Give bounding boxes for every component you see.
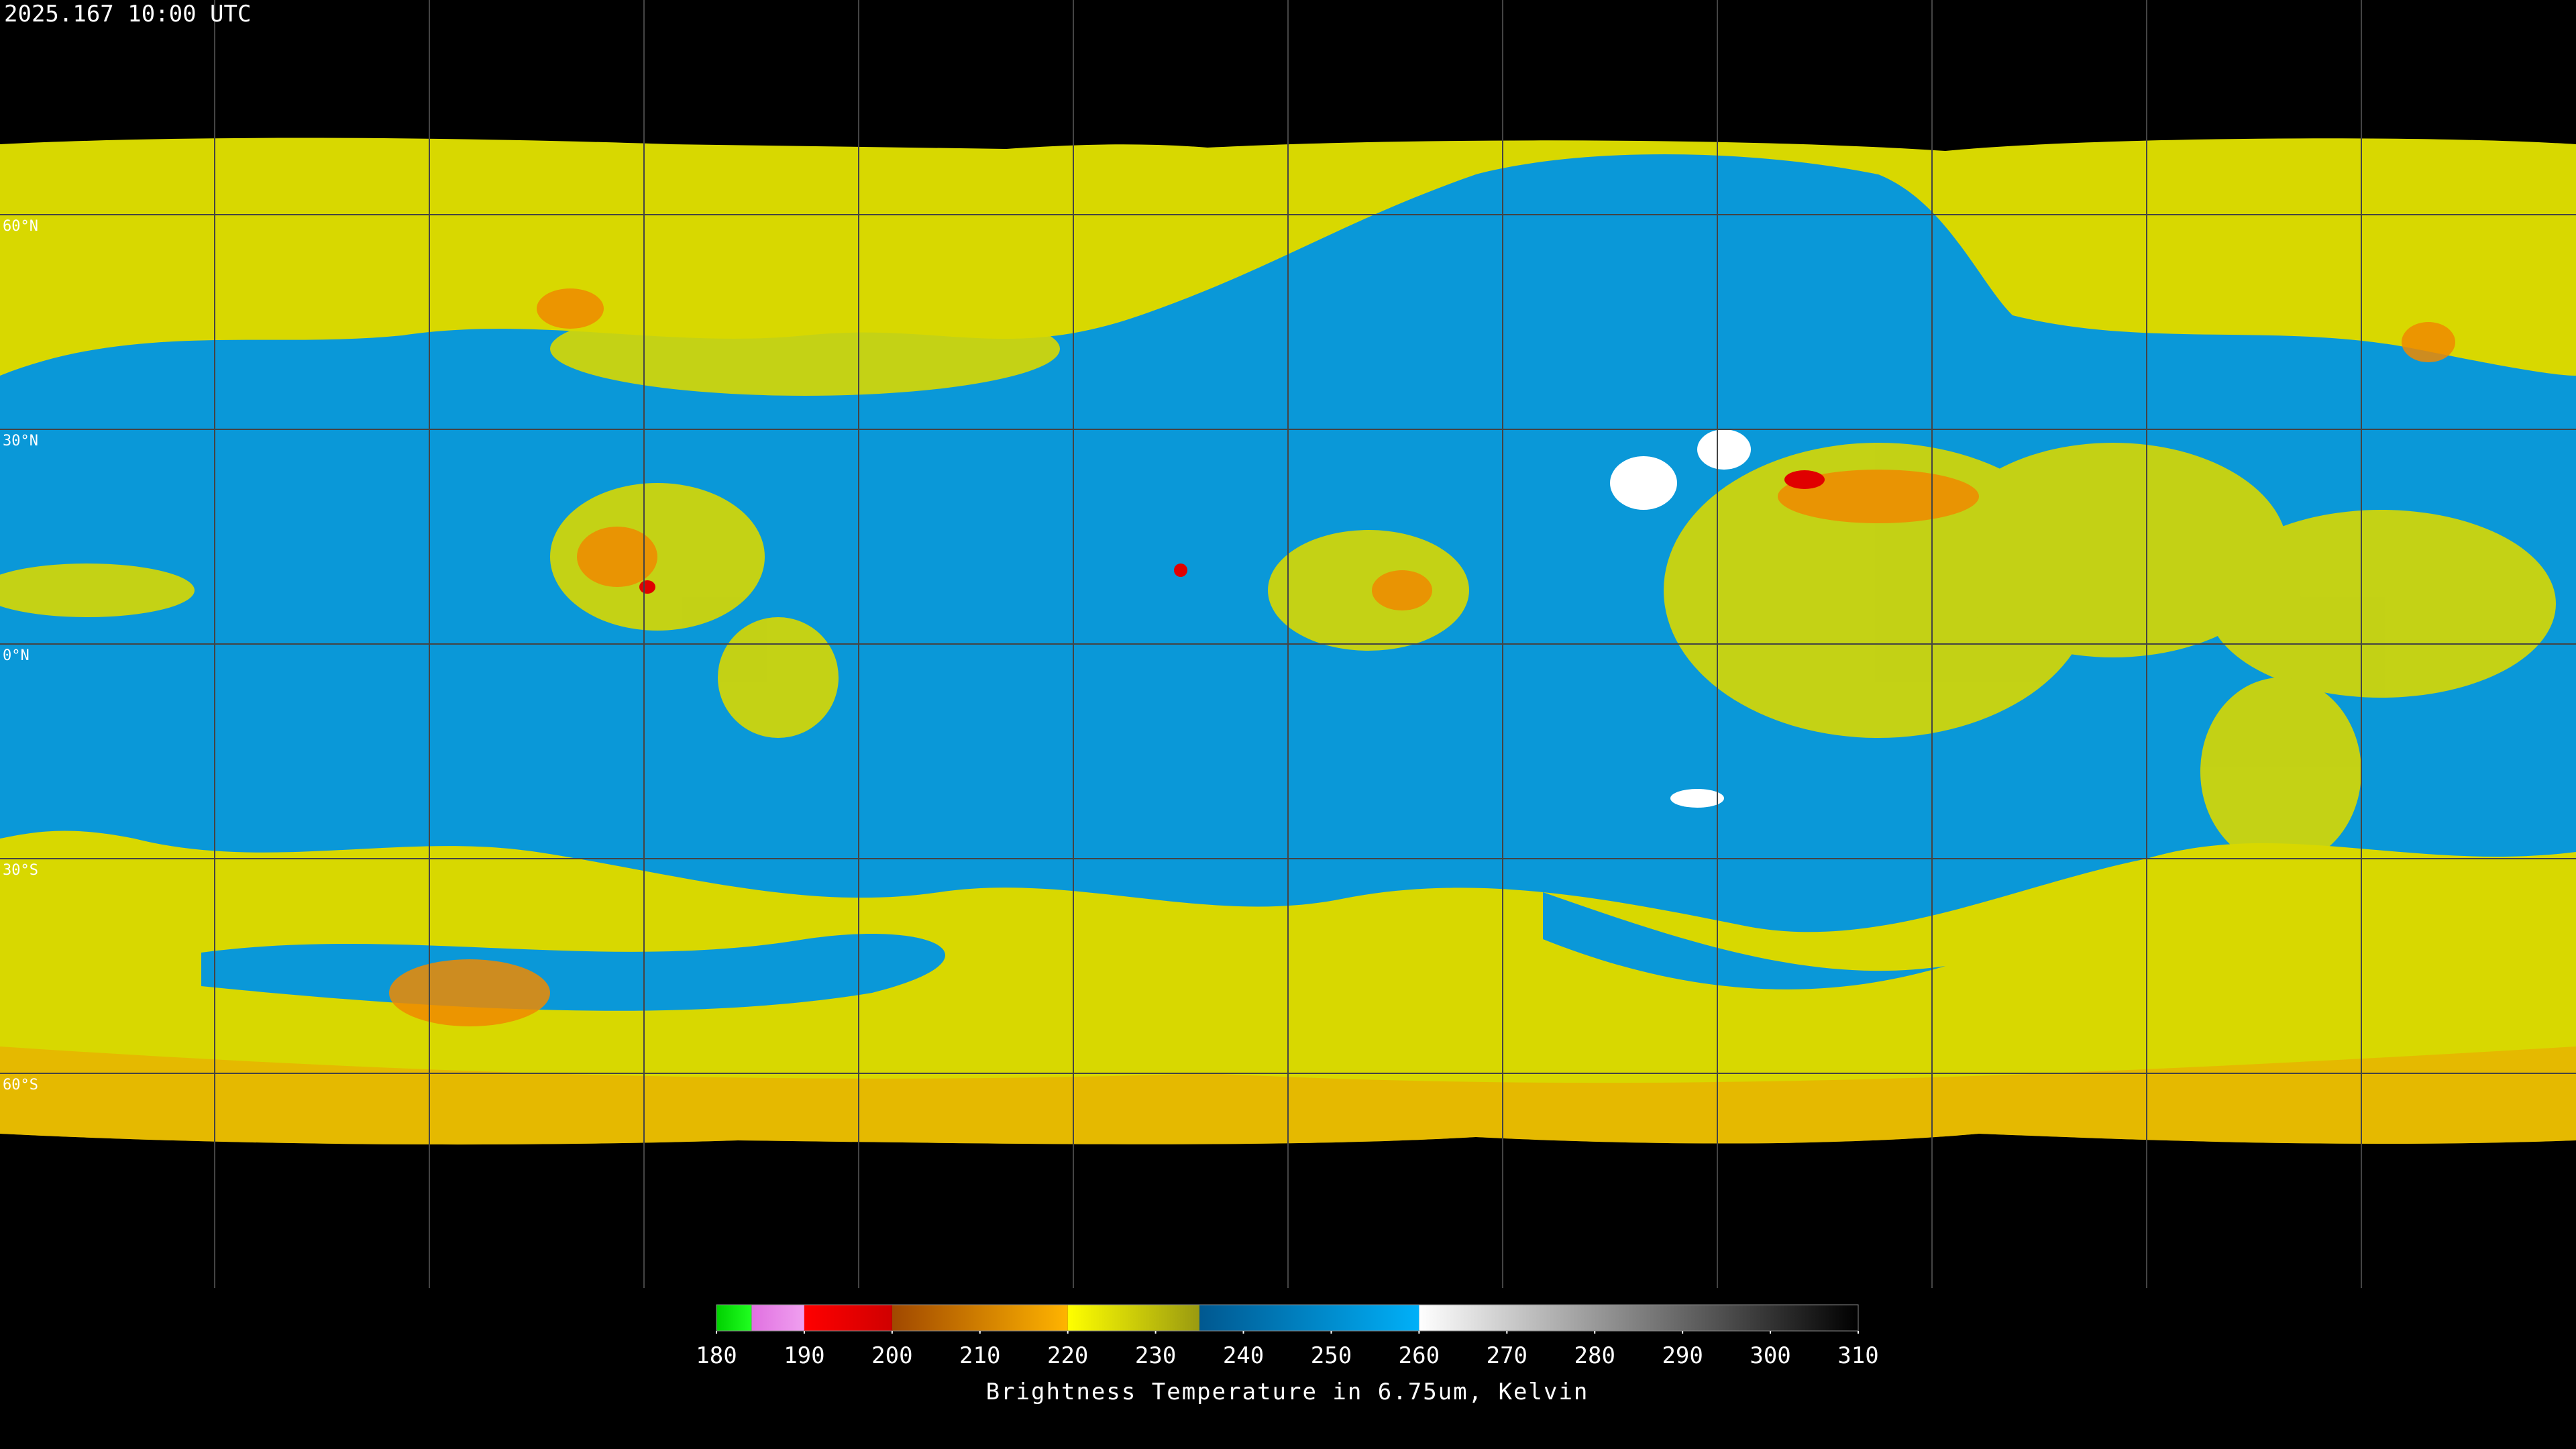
colorbar-tick-label: 310 [1837, 1342, 1878, 1369]
colorbar-tick-label: 270 [1487, 1342, 1527, 1369]
colorbar-tick-label: 230 [1135, 1342, 1176, 1369]
parallels [0, 214, 2576, 1074]
colorbar-frame [716, 1304, 1859, 1332]
latitude-label: 30°S [3, 862, 38, 879]
warm-surface [1610, 429, 1751, 808]
colorbar-tick-label: 220 [1047, 1342, 1088, 1369]
colorbar-segment [751, 1305, 804, 1331]
colorbar-tick-label: 250 [1311, 1342, 1352, 1369]
colorbar-tick-label: 240 [1223, 1342, 1264, 1369]
colorbar-title: Brightness Temperature in 6.75um, Kelvin [986, 1379, 1589, 1405]
colorbar-segment [804, 1305, 892, 1331]
dry-region [201, 933, 946, 1011]
colorbar-tick-label: 280 [1574, 1342, 1615, 1369]
colorbar-tick-label: 210 [959, 1342, 1000, 1369]
latitude-label: 0°N [3, 647, 30, 664]
colorbar-segment [716, 1305, 752, 1331]
latitude-label: 60°S [3, 1077, 38, 1093]
colorbar-tick-label: 180 [696, 1342, 737, 1369]
colorbar-segment [1199, 1305, 1419, 1331]
colorbar-segment [1419, 1305, 1858, 1331]
colorbar-tick-label: 290 [1662, 1342, 1703, 1369]
colorbar-tick-label: 200 [871, 1342, 912, 1369]
dry-region [1543, 892, 1945, 989]
colorbar-tick-label: 260 [1399, 1342, 1440, 1369]
latitude-label: 60°N [3, 218, 38, 235]
convection [0, 302, 2556, 865]
timestamp: 2025.167 10:00 UTC [4, 1, 251, 28]
colorbar-tick-label: 300 [1750, 1342, 1790, 1369]
colorbar-segment [1067, 1305, 1200, 1331]
colorbar-segment [892, 1305, 1068, 1331]
graticule [0, 0, 2576, 1288]
latitude-label: 30°N [3, 433, 38, 449]
colorbar-tick-label: 190 [784, 1342, 824, 1369]
